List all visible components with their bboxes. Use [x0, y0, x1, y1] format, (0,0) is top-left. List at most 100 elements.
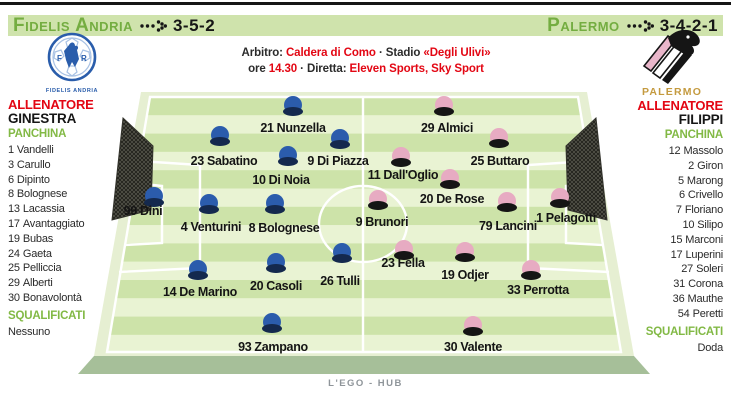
bench-player: 6 Crivello [605, 188, 723, 203]
player-number: 19 [441, 268, 455, 282]
bench-player-name: Massolo [683, 145, 723, 157]
bench-player-number: 29 [8, 277, 20, 290]
away-suspended: Doda [697, 341, 724, 354]
bench-player-name: Peretti [692, 307, 724, 320]
player-number: 30 [444, 340, 458, 354]
player-number: 20 [249, 279, 264, 293]
bench-player-name: Mauthe [687, 292, 724, 305]
bench-player-name: Soleri [696, 263, 723, 276]
bench-player: 15 Marconi [605, 233, 723, 248]
home-crest-caption: FIDELIS ANDRIA [45, 88, 99, 94]
bench-player-number: 2 [688, 159, 695, 172]
player-dot [394, 240, 414, 260]
player-dot [265, 194, 285, 214]
player-label: 19 Odjer [441, 268, 489, 282]
player-name: Nunzella [276, 121, 326, 135]
player-name: Brunori [365, 215, 409, 229]
bench-player: 1 Vandelli [8, 143, 126, 158]
player-number: 33 [507, 283, 521, 297]
bench-player-number: 5 [677, 174, 684, 187]
away-bench-label: PANCHINA [664, 129, 723, 141]
bench-player-number: 54 [677, 307, 690, 320]
player-name: Venturini [190, 220, 242, 234]
bench-player-number: 30 [8, 291, 20, 304]
player-name: Almici [437, 121, 474, 135]
player-label: 10 Di Noia [252, 173, 310, 187]
bench-player-name: Bonavolontà [22, 291, 82, 304]
top-rule [0, 2, 731, 5]
match-info-segment: Caldera di Como [285, 47, 376, 59]
away-sidebar: ALLENATORE FILIPPI PANCHINA 12 Massolo 2 Gi… [605, 99, 723, 355]
player-dot [489, 128, 509, 148]
bench-player-number: 1 [8, 144, 14, 156]
player-number: 10 [252, 173, 266, 187]
away-coach-name: FILIPPI [678, 112, 724, 127]
player-label: 20 Casoli [250, 280, 302, 293]
away-team-header: Palermo 3-4-2-1 [547, 14, 718, 36]
bench-player: 10 Silipo [605, 218, 723, 233]
player-dot [278, 146, 298, 166]
bench-player-name: Lacassia [22, 203, 65, 216]
bench-player-name: Pelliccia [22, 262, 62, 275]
home-team-header: Fidelis Andria 3-5-2 [13, 14, 215, 36]
player-label: 23 Sabatino [191, 155, 258, 168]
match-info-segment: Arbitro: [241, 47, 286, 59]
player-name: Valente [460, 340, 502, 354]
bench-player: 17 Luperini [605, 248, 724, 263]
player-dot [266, 253, 286, 273]
player-name: Pelagotti [545, 211, 596, 225]
away-bench-list: 12 Massolo 2 Giron 5 Marong 6 Crivello 7 Floriano… [605, 144, 724, 322]
match-info-line1: Arbitro: Caldera di Como · Stadio «Degli… [196, 45, 536, 61]
player-label: 79 Lancini [479, 220, 537, 233]
away-formation: 3-4-2-1 [659, 15, 718, 35]
bench-player-number: 36 [672, 292, 685, 305]
match-info-segment: «Degli Ulivi» [423, 47, 491, 59]
bench-player-number: 25 [8, 262, 20, 275]
bench-player-name: Vandelli [16, 144, 54, 156]
away-coach-label: ALLENATORE [637, 98, 723, 113]
bench-player-number: 6 [679, 189, 685, 202]
bench-player-name: Crivello [687, 189, 723, 202]
formation-arrow-icon [140, 19, 167, 32]
away-crest [637, 28, 707, 89]
pitch-apron [94, 92, 634, 356]
bench-player-number: 10 [682, 218, 695, 231]
player-name: Casoli [266, 279, 303, 293]
bench-player: 27 Soleri [605, 262, 723, 277]
player-label: 21 Nunzella [260, 121, 326, 135]
bench-player-number: 17 [670, 248, 683, 261]
player-number: 23 [190, 154, 205, 168]
player-dot [368, 190, 388, 210]
team-header-bar: Fidelis Andria 3-5-2 Palermo 3-4-2-1 [8, 15, 723, 36]
bench-player-number: 17 [8, 217, 20, 230]
player-label: 9 Brunori [356, 216, 409, 229]
player-label: 11 Dall'Oglio [368, 169, 439, 182]
away-goal-net [565, 116, 608, 221]
home-bench-list: 1 Vandelli 3 Carullo 6 Dipinto 8 Bolognese 13 Lac… [8, 143, 126, 306]
player-name: Sabatino [206, 154, 258, 168]
match-info: Arbitro: Caldera di Como · Stadio «Degli… [196, 45, 536, 77]
player-name: Zampano [254, 340, 308, 354]
player-label: 30 Valente [444, 341, 502, 354]
away-team-name: Palermo [547, 14, 620, 36]
player-dot [463, 316, 483, 336]
bench-player-name: Gaeta [22, 247, 52, 260]
bench-player-name: Giron [697, 159, 723, 172]
bench-player: 13 Lacassia [8, 202, 126, 217]
player-dot [330, 129, 350, 149]
bench-player: 54 Peretti [605, 307, 723, 322]
player-dot [144, 187, 164, 207]
player-label: 20 De Rose [420, 193, 485, 206]
bench-player-number: 6 [8, 173, 14, 186]
bench-player-name: Bubas [22, 232, 54, 245]
home-team-name: Fidelis Andria [13, 14, 133, 36]
bench-player-number: 12 [668, 145, 681, 157]
match-info-segment: · [375, 47, 386, 59]
bench-player: 3 Carullo [8, 158, 126, 173]
away-crest-caption: PALERMO [641, 86, 703, 98]
player-dot [283, 96, 303, 116]
bench-player: 29 Alberti [8, 276, 126, 291]
bench-player: 30 Bonavolontà [8, 291, 126, 306]
player-dot [550, 188, 570, 208]
bench-player-name: Luperini [685, 248, 723, 261]
